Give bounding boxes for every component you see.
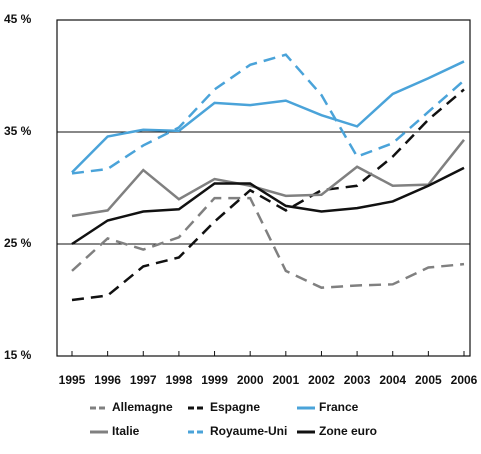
x-tick-label: 2002 xyxy=(308,373,335,387)
series-line xyxy=(71,166,465,246)
plot-frame xyxy=(56,19,471,357)
x-tick-label: 1999 xyxy=(201,373,228,387)
y-tick-label: 35 % xyxy=(4,124,32,138)
x-tick-label: 2005 xyxy=(415,373,442,387)
x-tick-label: 2003 xyxy=(344,373,371,387)
legend-label: France xyxy=(319,400,359,414)
legend-label: Espagne xyxy=(210,400,260,414)
x-tick-label: 2006 xyxy=(451,373,478,387)
series-line xyxy=(71,139,465,218)
legend-label: Allemagne xyxy=(112,400,173,414)
x-tick-label: 2004 xyxy=(379,373,406,387)
y-tick-label: 45 % xyxy=(4,12,32,26)
series-line xyxy=(71,53,465,175)
x-tick-label: 2001 xyxy=(272,373,299,387)
series-line xyxy=(71,196,465,289)
legend-label: Royaume-Uni xyxy=(210,424,287,438)
x-tick-label: 2000 xyxy=(237,373,264,387)
x-tick-label: 1996 xyxy=(94,373,121,387)
x-tick-label: 1998 xyxy=(166,373,193,387)
x-tick-label: 1995 xyxy=(59,373,86,387)
y-tick-label: 15 % xyxy=(4,348,32,362)
y-tick-label: 25 % xyxy=(4,236,32,250)
legend-label: Italie xyxy=(112,424,140,438)
series-line xyxy=(71,88,465,302)
legend-label: Zone euro xyxy=(319,424,377,438)
series-line xyxy=(71,60,465,174)
x-tick-label: 1997 xyxy=(130,373,157,387)
